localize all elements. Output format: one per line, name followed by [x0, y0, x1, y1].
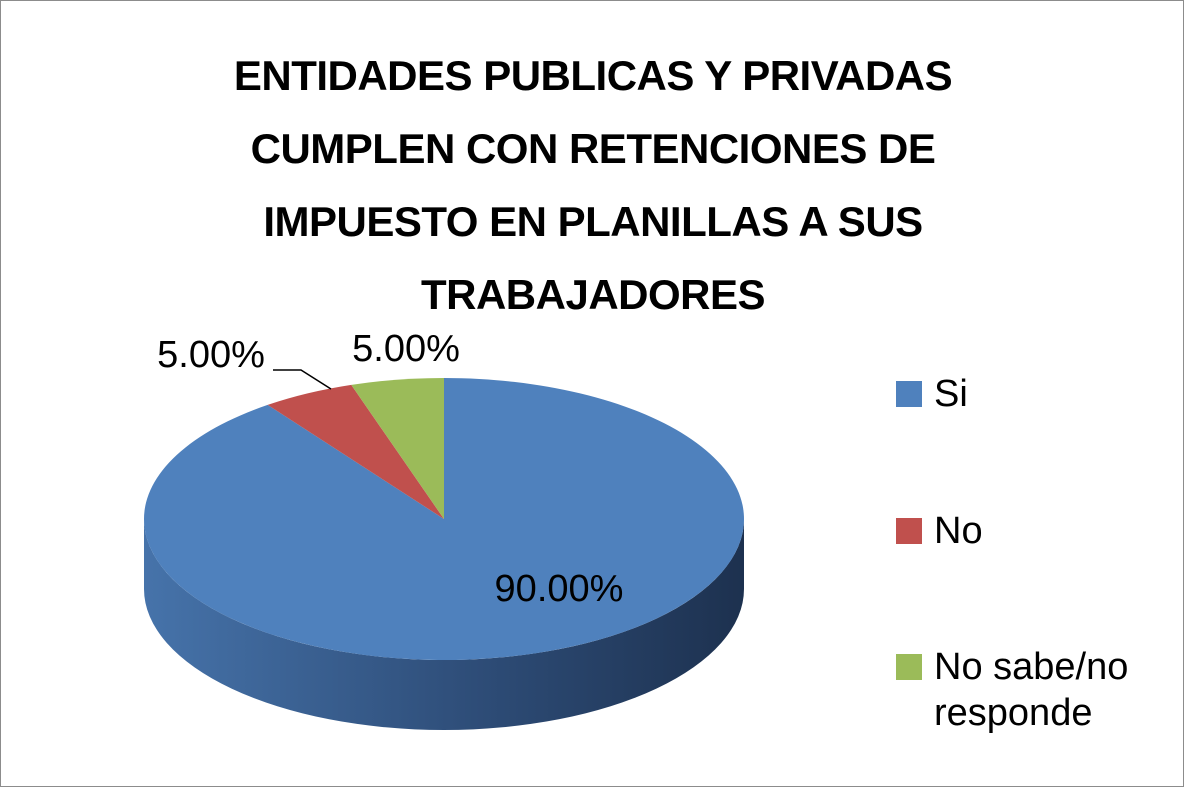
pie-slice	[143, 378, 744, 660]
legend-swatch	[896, 518, 922, 544]
legend-swatch	[896, 654, 922, 680]
chart-title: ENTIDADES PUBLICAS Y PRIVADAS CUMPLEN CO…	[233, 52, 953, 318]
data-label: 5.00%	[352, 328, 460, 370]
legend-label: No	[934, 510, 983, 552]
pie-slice-side	[144, 519, 744, 730]
data-label: 90.00%	[495, 568, 624, 610]
legend-item: No sabe/no responde	[891, 644, 1174, 736]
pie-slice	[267, 384, 444, 519]
leader-line	[273, 369, 332, 390]
legend-item: Si	[891, 371, 1174, 417]
legend-swatch	[896, 381, 922, 407]
data-label: 5.00%	[157, 334, 265, 376]
legend-item: No	[891, 508, 1174, 554]
legend-label: Si	[934, 373, 968, 415]
pie-slice	[351, 378, 444, 519]
legend-label: No sabe/no responde	[934, 646, 1129, 734]
